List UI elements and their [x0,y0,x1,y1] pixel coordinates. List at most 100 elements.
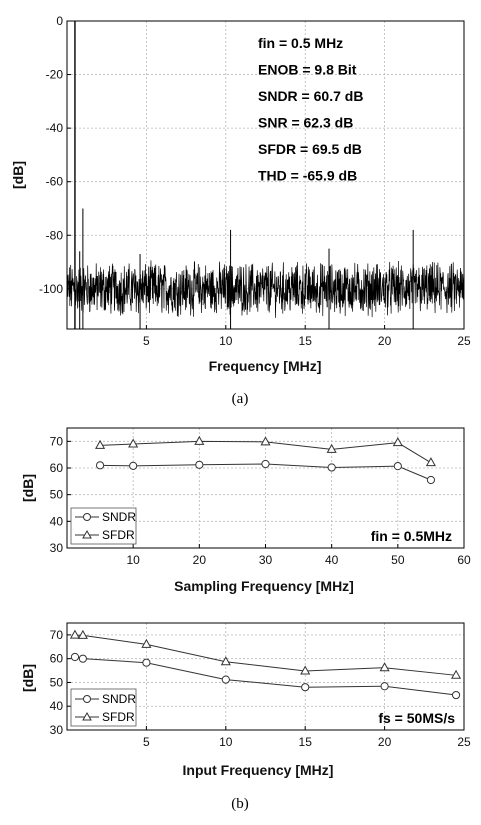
sampling-legend-sndr-label: SNDR [102,510,136,524]
sampling-y-tick-label: 40 [50,514,64,528]
sampling-sfdr-point [425,457,436,467]
input-y-tick-label: 40 [50,699,64,713]
sampling-sndr-point [393,462,402,471]
spectrum-x-axis-label: Frequency [MHz] [209,358,322,374]
spectrum-y-tick-label: -80 [46,228,64,242]
spectrum-y-tick-label: -20 [46,68,64,82]
spectrum-x-tick-label: 5 [143,334,150,348]
sampling-legend: SNDR SFDR [70,507,137,545]
sampling-sndr-point [327,463,336,472]
sampling-sfdr-point [128,438,139,448]
sampling-x-axis-label: Sampling Frequency [MHz] [174,578,354,594]
caption-b: (b) [231,796,249,812]
sampling-annotation: fin = 0.5MHz [371,528,452,544]
input-y-tick-label: 70 [50,628,64,642]
input-legend-sfdr-marker [82,711,92,721]
sampling-sndr-point [129,461,138,470]
spectrum-y-axis-label: [dB] [10,161,26,189]
input-legend-box [70,688,137,727]
spectrum-y-tick-label: -40 [46,121,64,135]
input-annotation: fs = 50MS/s [378,710,455,726]
input-x-tick-label: 20 [378,735,392,749]
spectrum-annotation-line: SNR = 62.3 dB [258,115,353,131]
input-y-tick-label: 30 [50,723,64,737]
spectrum-y-tick-label: -100 [39,282,63,296]
sampling-y-tick-label: 30 [50,541,64,555]
input-sfdr-point [379,662,390,672]
sampling-sfdr-point [95,439,106,449]
spectrum-x-tick-label: 25 [457,334,471,348]
input-y-tick-label: 60 [50,652,64,666]
sampling-x-ticks: 10 20 30 40 50 60 [126,544,471,567]
input-x-tick-label: 15 [299,735,313,749]
sampling-legend-sfdr-marker [82,529,92,539]
spectrum-annotation-line: THD = -65.9 dB [258,168,357,184]
input-sndr-point [380,682,389,691]
sampling-y-ticks: 30 40 50 60 70 [50,434,71,555]
input-x-tick-label: 10 [219,735,233,749]
spectrum-x-ticks: 5 10 15 20 25 [143,325,471,348]
spectrum-y-tick-label: -60 [46,175,64,189]
input-sfdr-point [300,665,311,675]
spectrum-x-tick-label: 20 [378,334,392,348]
input-sfdr-point [451,669,462,679]
input-sndr-point [142,658,151,667]
sampling-y-tick-label: 50 [50,488,64,502]
input-sndr-point [70,652,80,662]
spectrum-annotation-line: ENOB = 9.8 Bit [258,62,357,78]
sampling-sndr-point [426,475,436,485]
input-sndr-point [78,654,87,663]
sampling-y-tick-label: 70 [50,434,64,448]
spectrum-annotation-line: SFDR = 69.5 dB [258,141,362,157]
sampling-y-axis-label: [dB] [20,474,36,502]
caption-a: (a) [232,391,249,407]
sampling-frequency-chart: 30 40 50 60 70 10 20 30 40 50 60 SNDR SFDR fin = … [20,427,471,594]
input-legend-sfdr-label: SFDR [102,710,135,724]
spectrum-x-tick-label: 15 [299,334,313,348]
sampling-x-tick-label: 60 [457,553,471,567]
input-sndr-point [451,690,461,700]
input-frame [66,622,465,731]
sampling-x-tick-label: 50 [391,553,405,567]
spectrum-y-ticks: 0 -20 -40 -60 -80 -100 [39,14,71,296]
sampling-legend-sndr-marker [83,513,91,521]
spectrum-x-tick-label: 10 [219,334,233,348]
sampling-series [95,435,436,485]
spectrum-annotation-line: SNDR = 60.7 dB [258,88,363,104]
sampling-legend-sfdr-label: SFDR [102,528,135,542]
sampling-y-tick-label: 60 [50,461,64,475]
sampling-sndr-point [195,460,204,469]
input-y-ticks: 30 40 50 60 70 [50,628,71,737]
input-sndr-point [301,683,310,692]
sampling-sfdr-point [326,443,337,453]
sampling-sndr-point [261,459,270,469]
sampling-x-tick-label: 30 [259,553,273,567]
input-frequency-chart: 30 40 50 60 70 5 10 15 20 25 SNDR SFDR fs = 50MS… [20,622,471,812]
input-legend-sndr-marker [83,695,91,703]
spectrum-spurs [74,21,414,329]
sampling-sndr-point [95,461,105,470]
input-legend: SNDR SFDR [70,688,137,727]
sampling-legend-box [70,507,137,545]
spectrum-frame [66,20,465,330]
spectrum-annotation-line: fin = 0.5 MHz [258,35,343,51]
input-sfdr-point [220,656,231,666]
input-sndr-point [221,675,230,684]
input-sfdr-point [141,638,152,648]
sampling-sfdr-point [392,437,403,447]
spectrum-y-tick-label: 0 [56,14,63,28]
sampling-x-tick-label: 20 [193,553,207,567]
input-series [69,629,462,700]
sampling-sfdr-point [260,436,271,446]
input-sfdr-point [77,629,88,639]
sampling-x-tick-label: 10 [126,553,140,567]
input-x-ticks: 5 10 15 20 25 [143,726,471,749]
spectrum-annotations: fin = 0.5 MHz ENOB = 9.8 Bit SNDR = 60.7 d… [258,35,363,184]
input-x-axis-label: Input Frequency [MHz] [183,762,334,778]
spectrum-chart: 0 -20 -40 -60 -80 -100 5 10 15 20 25 fin = 0.5 MH… [10,14,471,407]
sampling-sfdr-point [194,435,205,445]
sampling-x-tick-label: 40 [325,553,339,567]
input-x-tick-label: 5 [143,735,150,749]
spectrum-noise-trace [66,260,465,318]
